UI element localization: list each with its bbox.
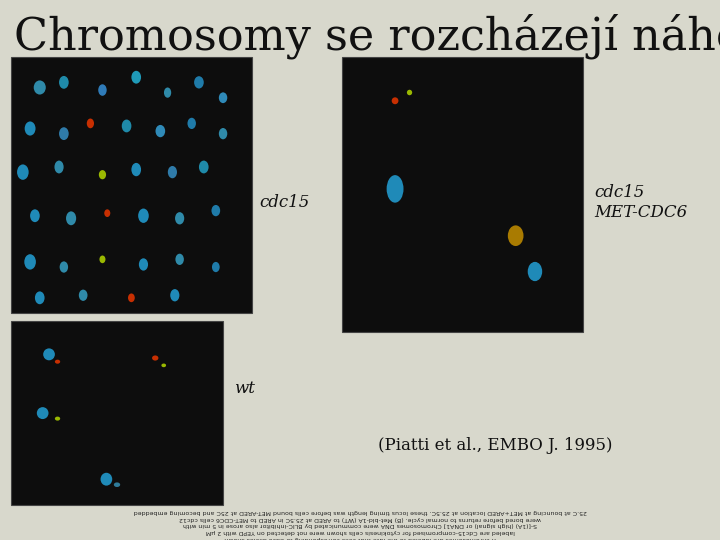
Ellipse shape [104,210,110,217]
Ellipse shape [59,127,68,140]
Ellipse shape [194,76,204,89]
Ellipse shape [37,407,48,419]
Ellipse shape [219,128,228,139]
Ellipse shape [164,87,171,98]
Ellipse shape [24,254,36,269]
Ellipse shape [392,97,398,104]
Ellipse shape [122,119,132,132]
Ellipse shape [175,212,184,225]
Ellipse shape [78,289,88,301]
Ellipse shape [114,482,120,487]
Ellipse shape [34,80,46,94]
Bar [342,57,583,332]
Ellipse shape [24,122,35,136]
Ellipse shape [219,92,228,103]
Ellipse shape [59,76,68,89]
Ellipse shape [139,258,148,271]
Ellipse shape [407,90,412,95]
Ellipse shape [87,118,94,129]
Ellipse shape [101,473,112,485]
Ellipse shape [138,208,149,223]
Ellipse shape [99,170,106,179]
Bar [11,321,223,505]
Ellipse shape [176,254,184,265]
Text: X chromosomes are labeled to the fate that cells corresponding to Cdc6 alleles s: X chromosomes are labeled to the fate th… [133,509,587,540]
Ellipse shape [508,225,523,246]
Ellipse shape [212,262,220,272]
Text: cdc15
MET-CDC6: cdc15 MET-CDC6 [594,184,688,221]
Ellipse shape [212,205,220,216]
Bar [11,57,252,313]
Ellipse shape [60,261,68,273]
Ellipse shape [55,416,60,421]
Ellipse shape [30,210,40,222]
Text: wt: wt [234,380,255,397]
Text: cdc15: cdc15 [259,194,310,211]
Ellipse shape [132,71,141,84]
Ellipse shape [168,166,177,178]
Ellipse shape [161,363,166,367]
Ellipse shape [387,175,403,202]
Ellipse shape [187,118,196,129]
Ellipse shape [35,292,45,304]
Text: Chromosomy se rozcházejí náhodně!: Chromosomy se rozcházejí náhodně! [14,14,720,59]
Ellipse shape [199,160,209,173]
Text: (Piatti et al., EMBO J. 1995): (Piatti et al., EMBO J. 1995) [378,437,613,454]
Ellipse shape [132,163,141,176]
Ellipse shape [55,160,63,173]
Ellipse shape [17,165,29,180]
Ellipse shape [152,355,158,361]
Ellipse shape [43,348,55,360]
Ellipse shape [156,125,165,137]
Ellipse shape [55,360,60,364]
Ellipse shape [528,262,542,281]
Ellipse shape [66,211,76,225]
Ellipse shape [128,293,135,302]
Ellipse shape [98,84,107,96]
Ellipse shape [99,255,105,263]
Ellipse shape [170,289,179,301]
